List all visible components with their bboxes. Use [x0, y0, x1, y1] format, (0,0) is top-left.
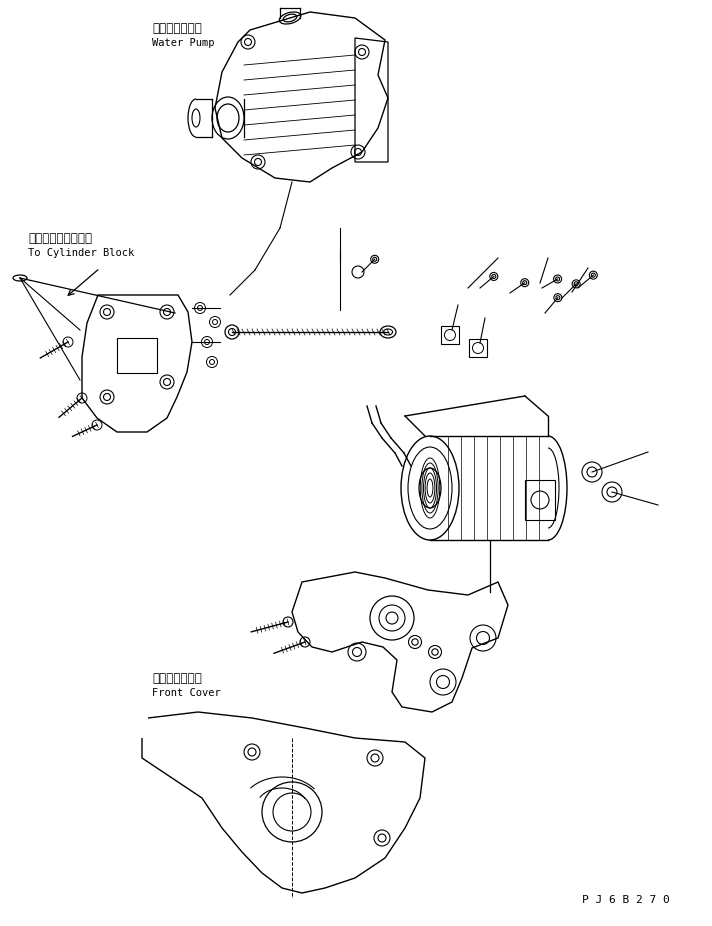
Bar: [469, 339, 487, 357]
Bar: [441, 326, 459, 344]
Text: シリンダブロックへ: シリンダブロックへ: [28, 232, 92, 244]
Text: フロントカバー: フロントカバー: [152, 671, 202, 684]
Text: ウォータポンプ: ウォータポンプ: [152, 21, 202, 34]
Text: Front Cover: Front Cover: [152, 688, 221, 698]
Text: P J 6 B 2 7 0: P J 6 B 2 7 0: [582, 895, 670, 905]
Text: Water Pump: Water Pump: [152, 38, 214, 48]
Text: To Cylinder Block: To Cylinder Block: [28, 248, 135, 258]
